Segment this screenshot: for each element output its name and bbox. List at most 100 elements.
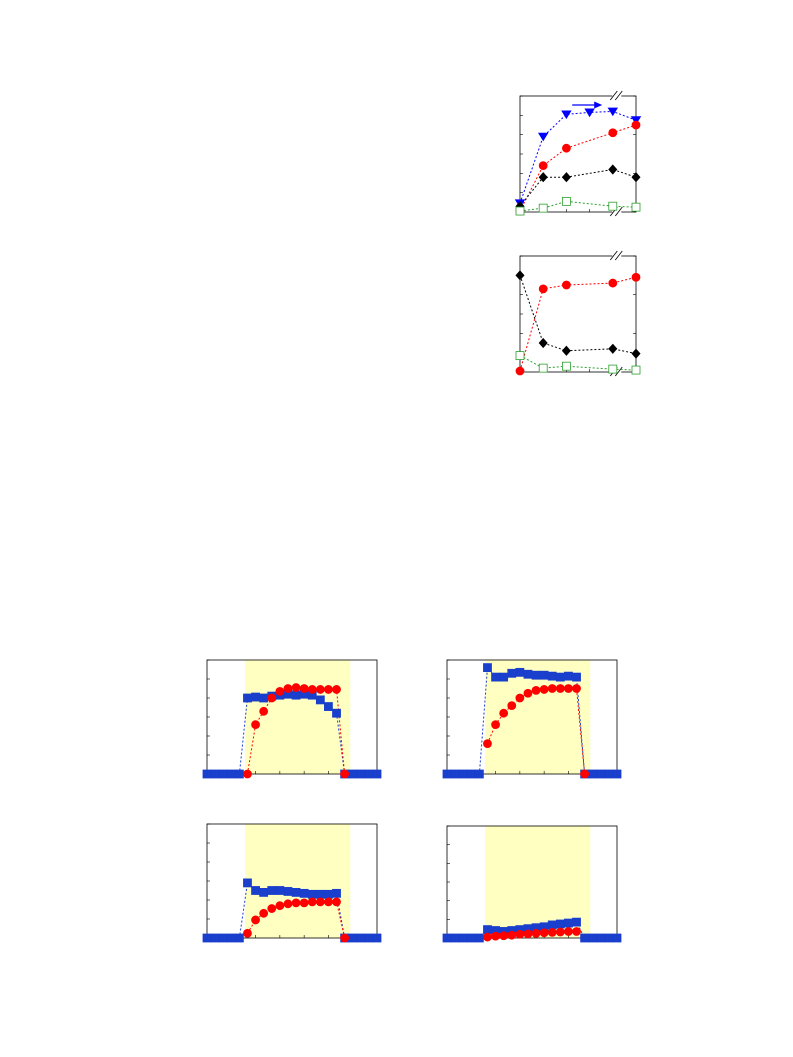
data-point-square	[226, 933, 236, 943]
series-line	[519, 200, 637, 212]
data-point-circle	[267, 904, 277, 913]
data-point-square	[531, 670, 541, 680]
series-line	[519, 110, 637, 204]
chart-bottom-panel-4	[442, 825, 622, 943]
data-point-square	[507, 668, 517, 678]
data-point-square	[483, 925, 492, 934]
data-point-square	[259, 888, 269, 897]
data-point-circle	[307, 685, 317, 694]
data-point-square	[555, 919, 565, 929]
data-point-triangle-down	[561, 110, 572, 120]
chart-bottom-panel-2	[442, 659, 622, 779]
data-point-circle	[315, 897, 325, 907]
data-point-diamond	[515, 270, 525, 281]
data-point-circle	[491, 931, 500, 941]
data-point-square	[283, 887, 293, 896]
data-point-diamond	[538, 337, 548, 349]
data-point-square	[515, 351, 525, 360]
data-point-circle	[531, 686, 541, 695]
data-point-circle	[291, 898, 301, 908]
data-point-triangle-down	[584, 108, 595, 118]
data-point-square	[458, 933, 468, 943]
data-point-square	[555, 672, 565, 682]
data-point-circle	[299, 684, 309, 693]
data-point-circle	[572, 927, 581, 936]
data-point-square	[450, 933, 460, 943]
data-point-circle	[507, 930, 517, 940]
data-point-square	[547, 920, 557, 930]
data-point-square	[332, 888, 341, 898]
data-point-square	[466, 769, 476, 779]
data-point-circle	[299, 898, 309, 908]
data-point-square	[474, 769, 484, 779]
data-point-circle	[283, 684, 293, 693]
data-point-square	[608, 364, 618, 374]
data-point-circle	[259, 706, 269, 716]
data-point-square	[604, 933, 614, 943]
data-point-square	[307, 889, 317, 899]
data-point-circle	[275, 901, 285, 911]
data-point-circle	[307, 897, 317, 907]
data-point-square	[458, 769, 468, 779]
data-point-square	[596, 769, 606, 779]
data-point-square	[564, 671, 573, 681]
data-point-circle	[515, 693, 525, 703]
data-point-square	[483, 663, 492, 672]
data-point-square	[539, 670, 549, 680]
data-point-circle	[332, 685, 341, 694]
data-point-circle	[555, 927, 565, 937]
data-point-circle	[243, 928, 252, 938]
data-point-circle	[631, 120, 641, 130]
data-point-circle	[631, 272, 641, 282]
data-point-square	[564, 918, 573, 928]
data-point-circle	[608, 278, 618, 288]
data-point-square	[210, 933, 220, 943]
data-point-diamond	[561, 172, 571, 183]
data-point-circle	[572, 684, 581, 693]
data-point-square	[596, 933, 606, 943]
data-point-square	[631, 365, 641, 375]
series-line	[519, 355, 637, 371]
data-point-circle	[483, 932, 492, 942]
data-point-circle	[251, 915, 260, 925]
data-point-square	[547, 671, 557, 681]
data-point-circle	[499, 708, 509, 718]
chart-bottom-panel-3	[202, 823, 382, 943]
data-point-diamond	[631, 172, 641, 183]
data-point-square	[562, 361, 571, 371]
data-point-diamond	[631, 348, 641, 359]
data-point-square	[251, 886, 260, 895]
shaded-region	[245, 824, 351, 938]
data-point-circle	[315, 685, 325, 694]
data-point-circle	[491, 720, 500, 729]
series-line	[519, 124, 637, 212]
data-point-circle	[547, 928, 557, 937]
data-point-square	[218, 769, 228, 779]
data-point-square	[348, 933, 358, 943]
data-point-circle	[562, 143, 571, 153]
data-point-circle	[324, 685, 333, 694]
data-point-triangle-down	[537, 132, 549, 142]
data-point-square	[523, 669, 533, 679]
data-point-diamond	[538, 172, 548, 183]
data-point-square	[631, 202, 641, 212]
data-point-circle	[562, 280, 571, 290]
chart-bottom-panel-1	[202, 659, 382, 779]
data-point-square	[291, 888, 301, 897]
data-point-square	[315, 695, 325, 705]
data-point-square	[243, 878, 252, 888]
data-point-square	[515, 206, 525, 216]
data-point-circle	[515, 929, 525, 939]
data-point-circle	[531, 928, 541, 938]
data-point-square	[442, 769, 452, 779]
data-point-square	[450, 769, 460, 779]
data-point-square	[243, 693, 252, 703]
data-point-circle	[267, 693, 277, 703]
data-point-square	[572, 917, 581, 927]
data-point-square	[499, 672, 509, 682]
data-point-square	[608, 201, 618, 211]
data-point-square	[572, 672, 581, 682]
data-point-square	[251, 692, 260, 702]
data-point-square	[372, 769, 382, 779]
axis-break-top	[609, 250, 623, 261]
